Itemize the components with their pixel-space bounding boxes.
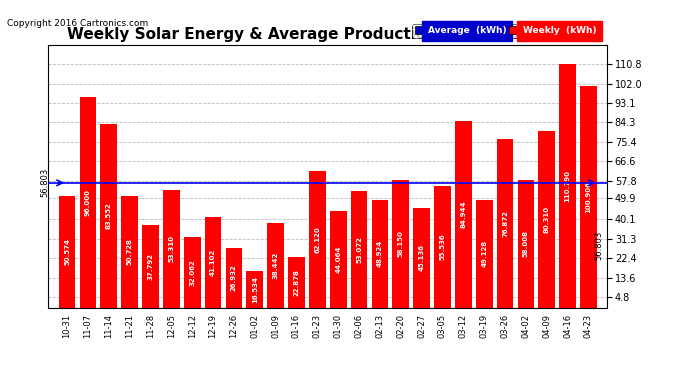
Bar bbox=[142, 225, 159, 308]
Text: 62.120: 62.120 bbox=[315, 226, 320, 253]
Text: 80.310: 80.310 bbox=[544, 206, 550, 233]
Text: 96.000: 96.000 bbox=[85, 189, 91, 216]
Text: 100.906: 100.906 bbox=[585, 181, 591, 213]
Text: 76.872: 76.872 bbox=[502, 210, 508, 237]
Bar bbox=[497, 139, 513, 308]
Text: 55.536: 55.536 bbox=[440, 233, 446, 260]
Bar bbox=[101, 124, 117, 308]
Bar bbox=[538, 131, 555, 308]
Bar bbox=[267, 223, 284, 308]
Text: 83.552: 83.552 bbox=[106, 202, 112, 229]
Bar bbox=[476, 200, 493, 308]
Bar bbox=[393, 180, 409, 308]
Title: Weekly Solar Energy & Average Production Tue Apr 26 19:33: Weekly Solar Energy & Average Production… bbox=[67, 27, 589, 42]
Bar bbox=[351, 191, 367, 308]
Text: 58.150: 58.150 bbox=[397, 230, 404, 257]
Text: 38.442: 38.442 bbox=[273, 252, 279, 279]
Text: 37.792: 37.792 bbox=[148, 252, 153, 279]
Text: 48.924: 48.924 bbox=[377, 240, 383, 267]
Bar bbox=[121, 196, 138, 308]
Bar bbox=[434, 186, 451, 308]
Text: 53.310: 53.310 bbox=[168, 236, 175, 262]
Text: 50.728: 50.728 bbox=[127, 238, 132, 265]
Text: 53.072: 53.072 bbox=[356, 236, 362, 263]
Text: 44.064: 44.064 bbox=[335, 246, 341, 273]
Bar bbox=[371, 200, 388, 308]
Bar bbox=[518, 180, 534, 308]
Bar bbox=[580, 86, 597, 308]
Text: 26.932: 26.932 bbox=[231, 265, 237, 291]
Text: 84.944: 84.944 bbox=[460, 201, 466, 228]
Text: 41.102: 41.102 bbox=[210, 249, 216, 276]
Text: 50.574: 50.574 bbox=[64, 238, 70, 266]
Text: 56.803: 56.803 bbox=[594, 231, 603, 260]
Bar bbox=[163, 190, 179, 308]
Bar bbox=[559, 64, 576, 308]
Bar bbox=[309, 171, 326, 308]
Text: 110.790: 110.790 bbox=[564, 170, 571, 202]
Text: 16.534: 16.534 bbox=[252, 276, 258, 303]
Text: 56.803: 56.803 bbox=[41, 168, 50, 198]
Bar bbox=[288, 257, 305, 307]
Bar bbox=[246, 271, 263, 308]
Legend: Average  (kWh), Weekly  (kWh): Average (kWh), Weekly (kWh) bbox=[412, 24, 599, 38]
Text: 58.008: 58.008 bbox=[523, 230, 529, 257]
Text: 45.136: 45.136 bbox=[419, 244, 424, 272]
Bar bbox=[330, 211, 346, 308]
Bar bbox=[455, 121, 472, 308]
Bar bbox=[205, 217, 221, 308]
Bar bbox=[226, 248, 242, 308]
Bar bbox=[59, 196, 75, 308]
Text: 22.878: 22.878 bbox=[293, 269, 299, 296]
Bar bbox=[79, 97, 97, 308]
Bar bbox=[184, 237, 201, 308]
Text: 49.128: 49.128 bbox=[481, 240, 487, 267]
Bar bbox=[413, 209, 430, 308]
Text: 32.062: 32.062 bbox=[189, 259, 195, 286]
Text: Copyright 2016 Cartronics.com: Copyright 2016 Cartronics.com bbox=[7, 19, 148, 28]
